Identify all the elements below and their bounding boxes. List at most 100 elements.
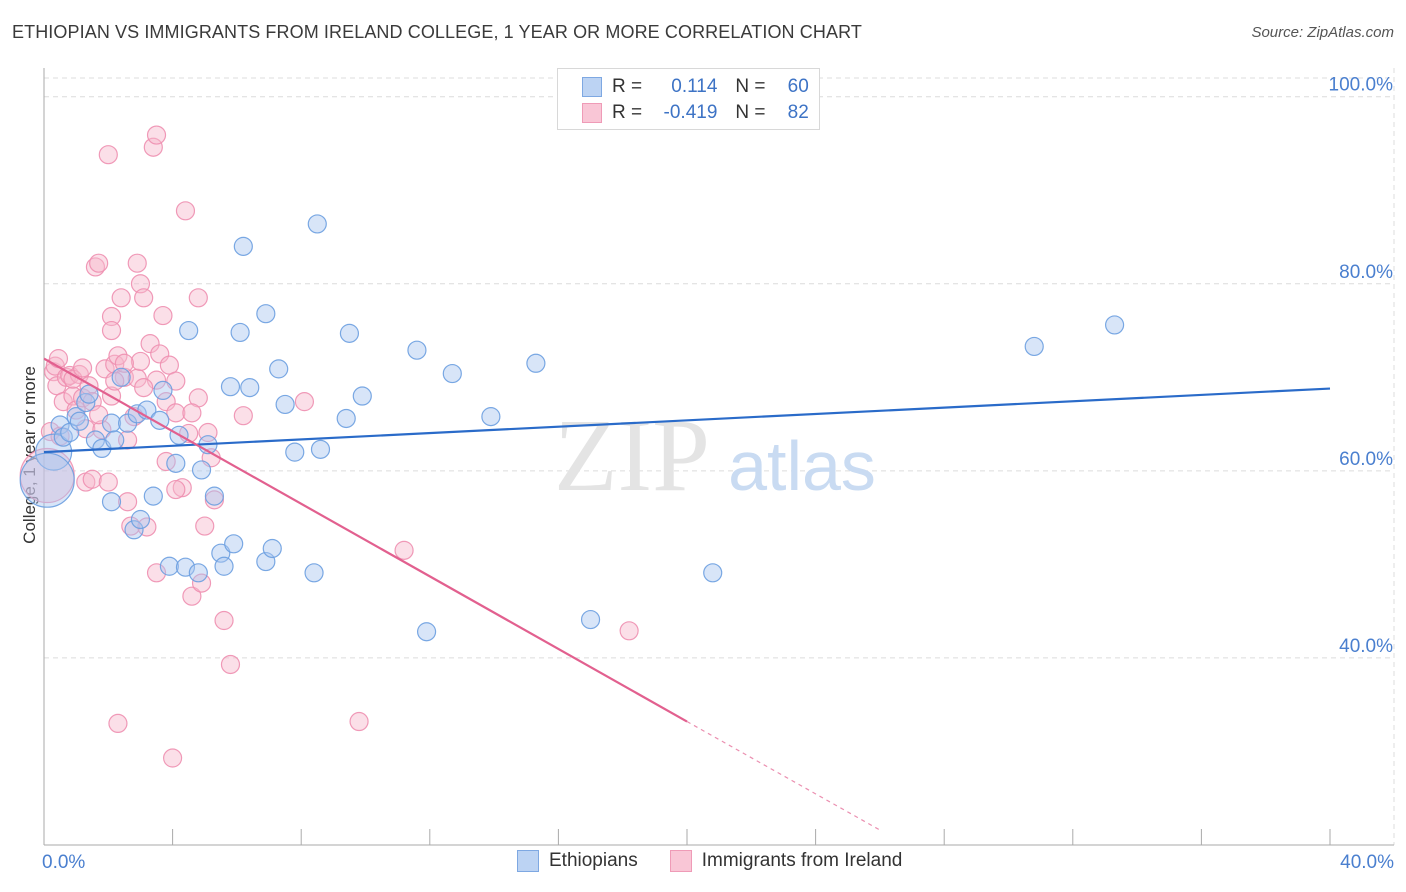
ireland-point bbox=[48, 349, 69, 369]
ethiopian-point bbox=[442, 363, 462, 384]
watermark-zip: ZIP bbox=[554, 398, 710, 513]
ethiopian-point bbox=[111, 367, 131, 387]
correlation-legend: R = 0.114 N = 60 R = -0.419 N = 82 bbox=[557, 68, 820, 130]
ethiopian-point bbox=[580, 609, 601, 630]
ethiopian-point bbox=[526, 353, 546, 373]
ethiopian-point bbox=[101, 492, 122, 512]
ethiopian-point bbox=[407, 340, 427, 360]
ethiopian-point bbox=[307, 214, 327, 234]
ethiopian-point bbox=[153, 380, 173, 401]
ireland-point bbox=[85, 257, 106, 277]
legend-r-label: R = bbox=[612, 76, 643, 97]
ireland-point bbox=[101, 306, 122, 327]
ethiopian-point bbox=[310, 439, 331, 459]
ethiopian-point bbox=[166, 453, 186, 473]
ethiopian-point bbox=[204, 486, 224, 506]
ireland-point bbox=[191, 573, 212, 593]
ireland-point bbox=[130, 351, 151, 372]
legend-n-value: 82 bbox=[787, 102, 809, 123]
ethiopian-point bbox=[19, 452, 75, 508]
legend-r-label: R = bbox=[612, 102, 643, 123]
ireland-point bbox=[143, 137, 163, 157]
ireland-point bbox=[108, 346, 128, 366]
ethiopian-point bbox=[101, 413, 122, 433]
ethiopian-point bbox=[224, 534, 244, 554]
ethiopian-points bbox=[19, 214, 1125, 642]
ethiopian-point bbox=[339, 323, 360, 343]
ireland-point bbox=[394, 540, 414, 560]
ireland-point bbox=[121, 516, 141, 536]
y-tick-label: 60.0% bbox=[1339, 449, 1393, 470]
ireland-point bbox=[349, 711, 369, 732]
ireland-point bbox=[134, 378, 154, 398]
ethiopian-point bbox=[230, 322, 250, 343]
ethiopian-point bbox=[275, 394, 295, 415]
ireland-point bbox=[214, 610, 234, 631]
ethiopian-point bbox=[220, 377, 241, 397]
ireland-point bbox=[146, 125, 167, 145]
ireland-trend-extension bbox=[686, 721, 881, 831]
ethiopian-point bbox=[124, 520, 144, 540]
ireland-point bbox=[72, 358, 93, 378]
ireland-point bbox=[130, 274, 151, 294]
y-tick-label: 80.0% bbox=[1339, 262, 1393, 283]
ireland-point bbox=[156, 451, 176, 472]
ireland-point bbox=[619, 621, 639, 641]
ireland-point bbox=[233, 406, 253, 426]
ethiopian-point bbox=[179, 320, 199, 341]
legend-n-label: N = bbox=[735, 76, 766, 97]
x-tick-label-max: 40.0% bbox=[1340, 852, 1394, 873]
ireland-point bbox=[82, 469, 102, 489]
legend-row-ireland: R = -0.419 N = 82 bbox=[582, 100, 809, 126]
ethiopian-point bbox=[703, 563, 723, 583]
ethiopian-point bbox=[352, 386, 372, 406]
watermark-atlas: atlas bbox=[728, 427, 876, 505]
legend-item-ireland: Immigrants from Ireland bbox=[669, 850, 903, 872]
ethiopian-point bbox=[256, 304, 276, 324]
ireland-point bbox=[166, 479, 186, 500]
ethiopian-point bbox=[130, 509, 151, 530]
ireland-point bbox=[182, 403, 202, 423]
source-credit: Source: ZipAtlas.com bbox=[1251, 24, 1394, 41]
ethiopian-point bbox=[159, 556, 179, 576]
y-tick-label: 40.0% bbox=[1339, 636, 1393, 657]
ethiopian-point bbox=[214, 556, 234, 576]
ireland-point bbox=[98, 145, 118, 165]
ireland-point bbox=[163, 748, 183, 768]
ethiopian-point bbox=[1104, 315, 1125, 335]
axis-layer: 40.0% 60.0% 80.0% 100.0% bbox=[43, 68, 1394, 846]
y-tick-label: 100.0% bbox=[1329, 75, 1394, 96]
ethiopian-point bbox=[1024, 336, 1044, 357]
ethiopian-point bbox=[269, 359, 289, 379]
ethiopian-point bbox=[150, 410, 170, 430]
ireland-point bbox=[108, 713, 128, 734]
ireland-points bbox=[19, 125, 639, 768]
ethiopian-point bbox=[50, 415, 70, 435]
legend-row-ethiopians: R = 0.114 N = 60 bbox=[582, 74, 809, 100]
watermark: ZIP atlas bbox=[554, 398, 876, 513]
ireland-point bbox=[117, 492, 138, 512]
legend-n-value: 60 bbox=[787, 76, 809, 97]
ireland-point bbox=[166, 371, 186, 391]
ireland-point bbox=[166, 403, 186, 423]
ethiopian-trend-line bbox=[43, 387, 1331, 454]
legend-r-value: -0.419 bbox=[663, 102, 718, 123]
ireland-point bbox=[182, 586, 202, 606]
ireland-point bbox=[111, 288, 131, 308]
ethiopian-point bbox=[416, 622, 437, 642]
chart-title: ETHIOPIAN VS IMMIGRANTS FROM IRELAND COL… bbox=[12, 22, 862, 42]
ireland-point bbox=[140, 334, 160, 354]
ethiopian-point bbox=[233, 236, 253, 256]
grid-layer bbox=[44, 68, 1395, 845]
ethiopian-point bbox=[143, 486, 163, 506]
ireland-point bbox=[101, 320, 122, 341]
trend-lines bbox=[43, 357, 1331, 831]
ireland-point bbox=[134, 288, 154, 308]
ireland-trend-line bbox=[43, 357, 688, 723]
legend-swatch-pink bbox=[669, 850, 692, 872]
ireland-point bbox=[188, 288, 208, 308]
legend-label-ireland: Immigrants from Ireland bbox=[701, 850, 903, 871]
ireland-point bbox=[92, 420, 112, 440]
ireland-point bbox=[220, 654, 241, 675]
